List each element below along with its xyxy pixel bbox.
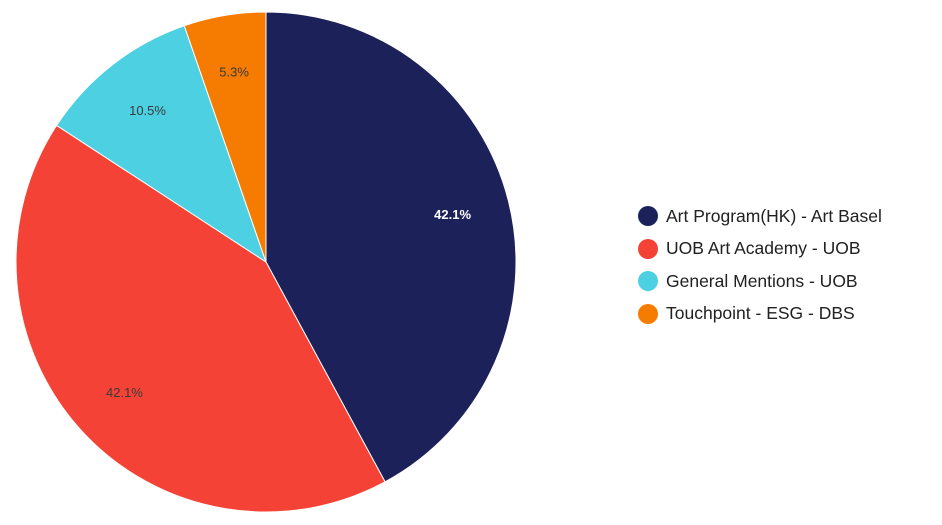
slice-percent-label: 42.1% [106, 385, 143, 400]
pie-slice[interactable] [55, 25, 267, 264]
legend-item[interactable]: Art Program(HK) - Art Basel [638, 200, 882, 233]
legend-item[interactable]: UOB Art Academy - UOB [638, 233, 882, 266]
legend-item[interactable]: Touchpoint - ESG - DBS [638, 298, 882, 331]
slice-percent-label: 5.3% [219, 65, 249, 80]
legend-label: Art Program(HK) - Art Basel [666, 205, 882, 226]
pie-slice[interactable] [265, 11, 517, 483]
chart-legend: Art Program(HK) - Art Basel UOB Art Acad… [638, 200, 882, 330]
legend-swatch-icon [638, 271, 658, 292]
legend-label: Touchpoint - ESG - DBS [666, 303, 855, 324]
legend-label: UOB Art Academy - UOB [666, 238, 861, 259]
slice-percent-label: 42.1% [434, 207, 471, 222]
legend-swatch-icon [638, 206, 658, 227]
legend-item[interactable]: General Mentions - UOB [638, 265, 882, 298]
slice-percent-label: 10.5% [129, 103, 166, 118]
legend-label: General Mentions - UOB [666, 270, 858, 291]
pie-slice[interactable] [15, 124, 386, 513]
legend-swatch-icon [638, 303, 658, 324]
legend-swatch-icon [638, 238, 658, 259]
pie-slice[interactable] [183, 11, 267, 263]
